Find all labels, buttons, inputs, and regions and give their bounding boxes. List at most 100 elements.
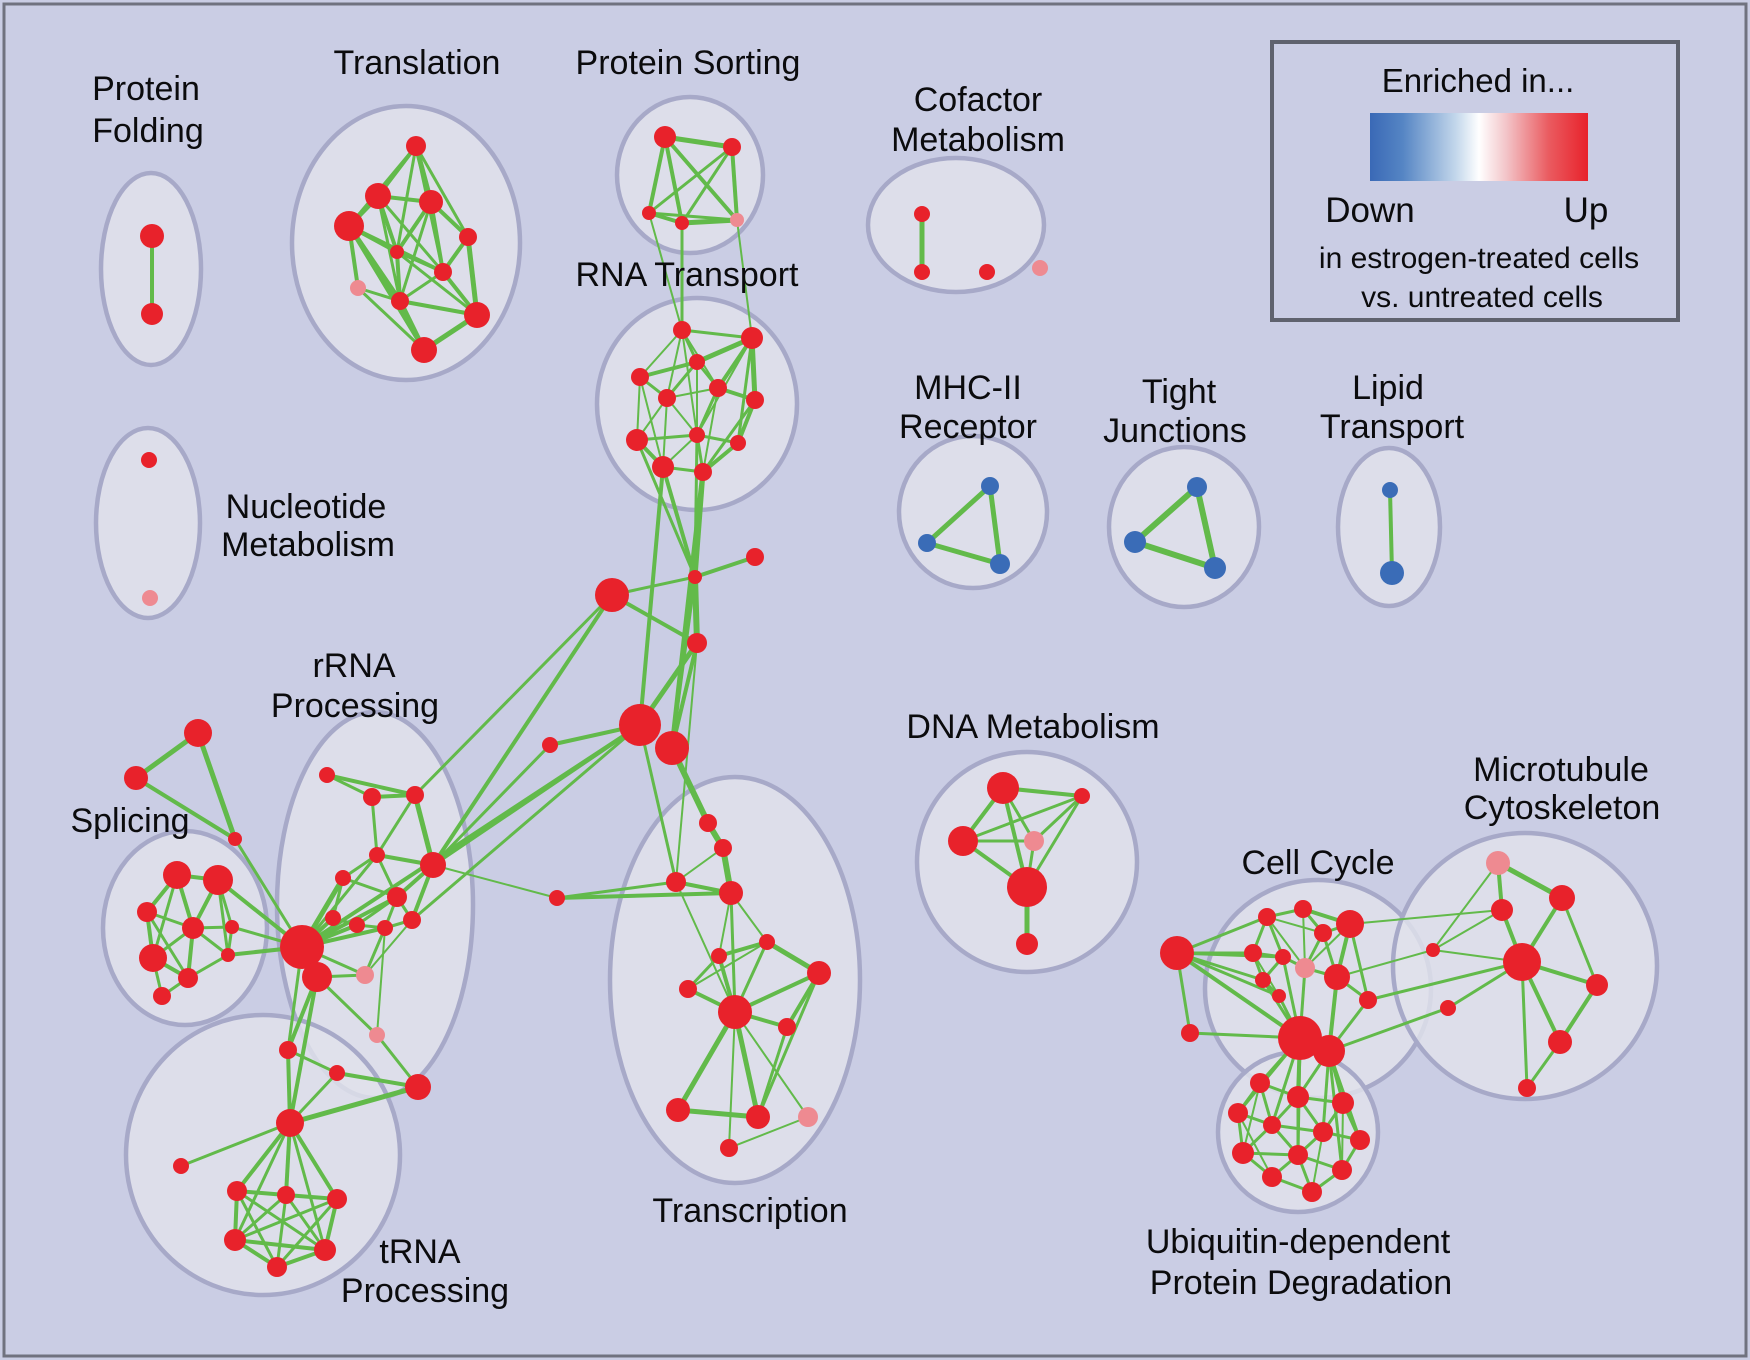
edge-c1-c2 [287, 1048, 338, 1075]
cluster-label-trna-processing-line1: tRNA [379, 1233, 461, 1271]
node-u7 [1350, 1130, 1370, 1150]
node-mt8 [1440, 1000, 1456, 1016]
node-tc9 [718, 995, 752, 1029]
node-mt1 [1486, 851, 1510, 875]
edge-cnb1-tc3 [638, 724, 678, 883]
node-tc13 [798, 1107, 818, 1127]
node-dm2 [1074, 788, 1090, 804]
edge-x1-x3 [195, 732, 238, 840]
node-tn4 [224, 1229, 246, 1251]
node-th [276, 1109, 304, 1137]
edge-rr14-th [289, 1084, 419, 1126]
node-cf1 [914, 206, 930, 222]
node-rt3 [631, 368, 649, 386]
edge-tc11-tc12 [677, 1107, 759, 1120]
edge-tj2-tj3 [1134, 539, 1216, 571]
edge-rr5-cn5 [431, 743, 552, 867]
node-lp1 [1382, 482, 1398, 498]
node-cn2 [746, 548, 764, 566]
cluster-translation [289, 103, 523, 383]
edge-mt1-mt7 [1432, 862, 1499, 951]
node-mt7 [1426, 943, 1440, 957]
edge-rt11-cnb1 [638, 466, 665, 726]
cluster-label-trna-processing-line2: Processing [341, 1272, 509, 1310]
edge-ps2-ps5 [730, 146, 739, 221]
node-u2 [1287, 1086, 1309, 1108]
node-tc8 [679, 980, 697, 998]
cluster-label-mhc-ii-receptor-line1: MHC-II [914, 369, 1022, 407]
edge-tn2-tn4 [234, 1193, 287, 1242]
cluster-label-dna-metabolism-line1: DNA Metabolism [906, 708, 1159, 746]
edge-cn4-tc3 [675, 642, 698, 883]
edge-rt11-cn1 [661, 466, 697, 578]
node-cn3 [595, 578, 629, 612]
node-pf2 [141, 303, 163, 325]
edge-cc12-mt4 [1367, 960, 1523, 1002]
edge-tl9-tl10 [399, 299, 478, 317]
node-ps2 [723, 138, 741, 156]
node-tl6 [390, 245, 404, 259]
node-mh3 [990, 554, 1010, 574]
cluster-label-tight-junctions-line1: Tight [1142, 373, 1217, 411]
edge-mh1-mh2 [925, 484, 992, 545]
edge-cc1-cc3 [1266, 916, 1324, 934]
edge-rt6-rt11 [662, 397, 668, 468]
node-tc6 [711, 948, 727, 964]
node-dm1 [987, 772, 1019, 804]
node-u8 [1232, 1142, 1254, 1164]
cluster-label-rrna-processing-line2: Processing [271, 687, 439, 725]
node-rt9 [689, 427, 705, 443]
node-mh2 [918, 534, 936, 552]
node-rt12 [694, 463, 712, 481]
edge-dm2-dm4 [1032, 794, 1084, 843]
node-tj2 [1124, 531, 1146, 553]
node-rr7 [387, 887, 407, 907]
cluster-label-rrna-processing-line1: rRNA [312, 647, 395, 685]
node-tn3 [327, 1189, 347, 1209]
edge-tc3-tc9 [675, 881, 736, 1013]
edge-lh-cc10 [1176, 951, 1280, 998]
edge-mh2-mh3 [926, 540, 1001, 567]
edge-rr5-ol [432, 864, 558, 899]
node-tl4 [419, 190, 443, 214]
edge-rt3-rt11 [639, 376, 664, 468]
node-rt4 [689, 354, 705, 370]
cluster-label-lipid-transport-line1: Lipid [1352, 369, 1424, 407]
edge-tc9-tc12 [732, 1011, 761, 1118]
node-tl7 [434, 263, 452, 281]
node-rr14 [405, 1074, 431, 1100]
edge-rr11-cnb1 [411, 723, 641, 922]
node-tl5 [459, 228, 477, 246]
node-x1 [184, 719, 212, 747]
node-cf2 [914, 264, 930, 280]
node-sp5 [225, 920, 239, 934]
node-ti [173, 1158, 189, 1174]
legend-caption-line1: in estrogen-treated cells [1319, 242, 1639, 275]
node-dm3 [948, 826, 978, 856]
edge-th-ti [180, 1121, 291, 1168]
edge-x2-x3 [134, 776, 237, 841]
node-tc7 [807, 961, 831, 985]
cluster-label-cofactor-metabolism-line2: Metabolism [891, 121, 1065, 159]
node-ps1 [654, 126, 676, 148]
edge-tn3-tn6 [275, 1198, 339, 1268]
node-rt6 [658, 389, 676, 407]
node-mt3 [1491, 899, 1513, 921]
cluster-label-ubiquitin-degradation-line2: Protein Degradation [1150, 1264, 1452, 1302]
edge-hub-cnb1 [300, 723, 642, 949]
edge-tc9-tc14 [728, 1011, 736, 1149]
node-u12 [1302, 1182, 1322, 1202]
node-cc11 [1181, 1024, 1199, 1042]
node-rr8 [325, 910, 341, 926]
edge-tc5-tc8 [687, 941, 768, 990]
node-tc10 [778, 1018, 796, 1036]
edge-rr2-rr4 [370, 796, 379, 856]
edge-ps1-ps5 [663, 135, 739, 222]
edge-rt7-rt12 [701, 399, 757, 473]
cluster-label-nucleotide-metabolism-line1: Nucleotide [226, 488, 387, 526]
node-u5 [1263, 1116, 1281, 1134]
edge-ps3-rt1 [648, 212, 683, 331]
node-cnb2 [655, 731, 689, 765]
edge-rt1-rt6 [666, 329, 683, 399]
